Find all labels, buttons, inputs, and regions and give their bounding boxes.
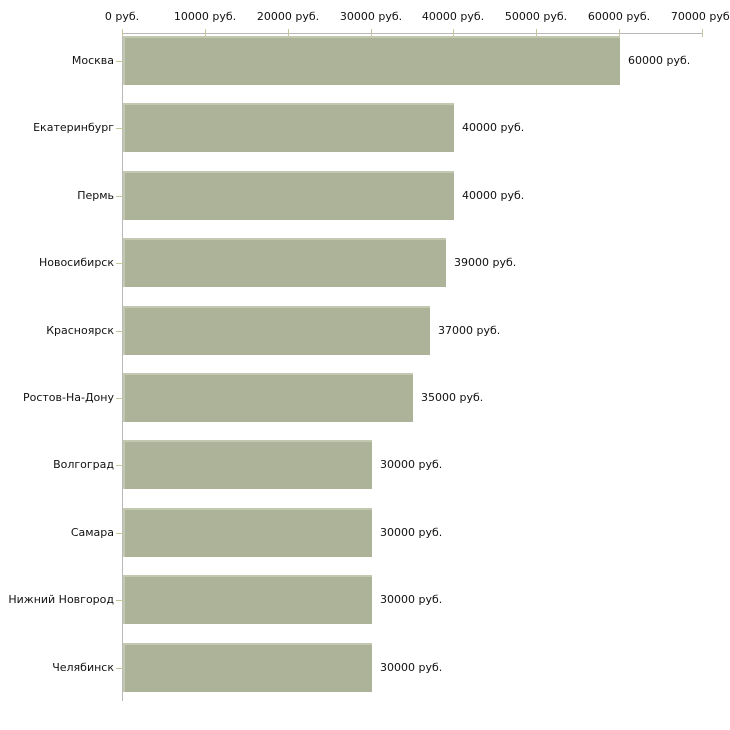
- category-label: Москва: [71, 54, 114, 67]
- x-tick-label: 70000 руб.: [670, 10, 730, 23]
- bar: [123, 440, 372, 489]
- category-label: Красноярск: [46, 324, 114, 337]
- row-tick-mark: [116, 533, 123, 534]
- value-label: 40000 руб.: [462, 189, 525, 202]
- value-label: 30000 руб.: [380, 526, 443, 539]
- row-tick-mark: [116, 331, 123, 332]
- category-label: Нижний Новгород: [8, 593, 114, 606]
- x-tick-mark: [122, 29, 123, 37]
- x-axis-line: [122, 33, 703, 34]
- row-tick-mark: [116, 600, 123, 601]
- x-tick-mark: [453, 29, 454, 37]
- value-label: 35000 руб.: [421, 391, 484, 404]
- row-tick-mark: [116, 128, 123, 129]
- row-tick-mark: [116, 668, 123, 669]
- category-label: Пермь: [77, 189, 114, 202]
- category-label: Самара: [70, 526, 114, 539]
- x-tick-mark: [536, 29, 537, 37]
- x-tick-label: 20000 руб.: [256, 10, 320, 23]
- row-tick-mark: [116, 465, 123, 466]
- x-tick-label: 10000 руб.: [173, 10, 237, 23]
- bar: [123, 373, 413, 422]
- value-label: 40000 руб.: [462, 121, 525, 134]
- bar: [123, 171, 454, 220]
- x-tick-mark: [619, 29, 620, 37]
- x-tick-label: 60000 руб.: [587, 10, 651, 23]
- row-tick-mark: [116, 398, 123, 399]
- value-label: 30000 руб.: [380, 593, 443, 606]
- value-label: 30000 руб.: [380, 661, 443, 674]
- row-tick-mark: [116, 196, 123, 197]
- value-label: 60000 руб.: [628, 54, 691, 67]
- bar: [123, 575, 372, 624]
- x-tick-mark: [205, 29, 206, 37]
- x-tick-label: 50000 руб.: [504, 10, 568, 23]
- bar: [123, 508, 372, 557]
- x-tick-label: 0 руб.: [104, 10, 140, 23]
- value-label: 30000 руб.: [380, 458, 443, 471]
- bar: [123, 103, 454, 152]
- category-label: Новосибирск: [38, 256, 114, 269]
- x-tick-mark: [288, 29, 289, 37]
- value-label: 37000 руб.: [438, 324, 501, 337]
- bar: [123, 643, 372, 692]
- value-label: 39000 руб.: [454, 256, 517, 269]
- x-tick-label: 40000 руб.: [421, 10, 485, 23]
- category-label: Челябинск: [52, 661, 114, 674]
- y-axis-line: [122, 33, 123, 701]
- x-tick-mark: [702, 29, 703, 37]
- bar: [123, 238, 446, 287]
- category-label: Екатеринбург: [33, 121, 114, 134]
- bar: [123, 36, 620, 85]
- row-tick-mark: [116, 61, 123, 62]
- category-label: Ростов-На-Дону: [22, 391, 114, 404]
- x-tick-label: 30000 руб.: [339, 10, 403, 23]
- bar: [123, 306, 430, 355]
- x-tick-mark: [371, 29, 372, 37]
- category-label: Волгоград: [53, 458, 114, 471]
- row-tick-mark: [116, 263, 123, 264]
